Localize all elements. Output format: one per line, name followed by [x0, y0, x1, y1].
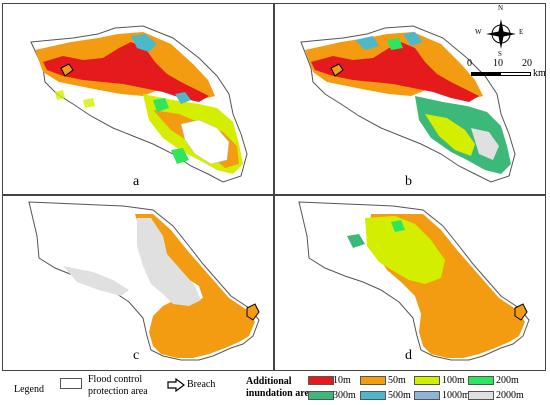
- label-500m: 500m: [388, 390, 411, 401]
- zone-500m: [355, 32, 423, 50]
- swatch-500m: [360, 391, 386, 400]
- label-1000m: 1000m: [442, 390, 470, 401]
- map-panel-b: N S E W 0 10 20 km b: [274, 3, 546, 195]
- inundation-map-b: [300, 25, 516, 183]
- swatch-2000m: [468, 391, 494, 400]
- zone-300m: [347, 234, 365, 248]
- label-300m: 300m: [333, 390, 356, 401]
- swatch-1000m: [414, 391, 440, 400]
- panel-label: b: [405, 174, 412, 189]
- additional-label-line1: Additional: [246, 376, 292, 387]
- swatch-50m: [360, 376, 386, 385]
- legend-title: Legend: [14, 384, 44, 395]
- scalebar: [471, 72, 531, 76]
- zone-2000m-strip: [63, 266, 129, 296]
- zone-10m: [43, 42, 209, 102]
- inundation-map-d: [298, 201, 530, 361]
- swatch-200m: [468, 376, 494, 385]
- zone-100m: [365, 216, 445, 284]
- scalebar-tick-2: 20: [522, 58, 532, 69]
- breach-marker: [330, 63, 344, 77]
- legend: Legend Flood control protection area Bre…: [0, 372, 550, 405]
- zone-10m: [311, 42, 479, 102]
- label-50m: 50m: [388, 375, 406, 386]
- panel-label: d: [405, 348, 412, 363]
- protection-area-swatch: [60, 378, 82, 389]
- label-100m: 100m: [442, 375, 465, 386]
- compass-n: N: [498, 4, 504, 12]
- scalebar-tick-0: 0: [467, 58, 472, 69]
- breach-marker: [514, 303, 528, 321]
- zone-200m: [387, 38, 403, 50]
- zone-200m: [153, 98, 189, 164]
- compass-w: W: [475, 28, 482, 36]
- zone-100m: [425, 114, 475, 156]
- inundation-map-a: [30, 25, 248, 183]
- breach-marker: [60, 63, 74, 77]
- zone-fringe: [55, 90, 95, 108]
- zone-2000m: [180, 119, 230, 165]
- label-200m: 200m: [496, 375, 519, 386]
- panel-label: a: [133, 174, 140, 189]
- breach-marker: [246, 303, 260, 321]
- compass-icon: [486, 19, 516, 49]
- protection-area-label-line1: Flood control: [88, 374, 143, 385]
- map-panel-d: d: [274, 195, 546, 371]
- breach-label: Breach: [187, 379, 216, 390]
- swatch-10m: [308, 376, 334, 385]
- breach-icon: [167, 378, 185, 392]
- zone-500m: [131, 34, 191, 104]
- compass-s: S: [498, 50, 502, 58]
- label-10m: 10m: [333, 375, 351, 386]
- swatch-300m: [308, 391, 334, 400]
- zone-2000m: [137, 218, 201, 306]
- inundation-map-c: [28, 201, 260, 361]
- label-2000m: 2000m: [496, 390, 524, 401]
- map-panel-a: a: [2, 3, 274, 195]
- panel-label: c: [133, 348, 140, 363]
- swatch-100m: [414, 376, 440, 385]
- zone-200m: [391, 220, 405, 232]
- additional-label-line2: inundation area: [246, 388, 314, 399]
- scalebar-unit: km: [533, 68, 546, 79]
- protection-area-label-line2: protection area: [88, 386, 148, 397]
- compass-e: E: [519, 28, 524, 36]
- scalebar-tick-1: 10: [493, 58, 503, 69]
- map-panel-c: c: [2, 195, 274, 371]
- zone-2000m: [471, 128, 499, 160]
